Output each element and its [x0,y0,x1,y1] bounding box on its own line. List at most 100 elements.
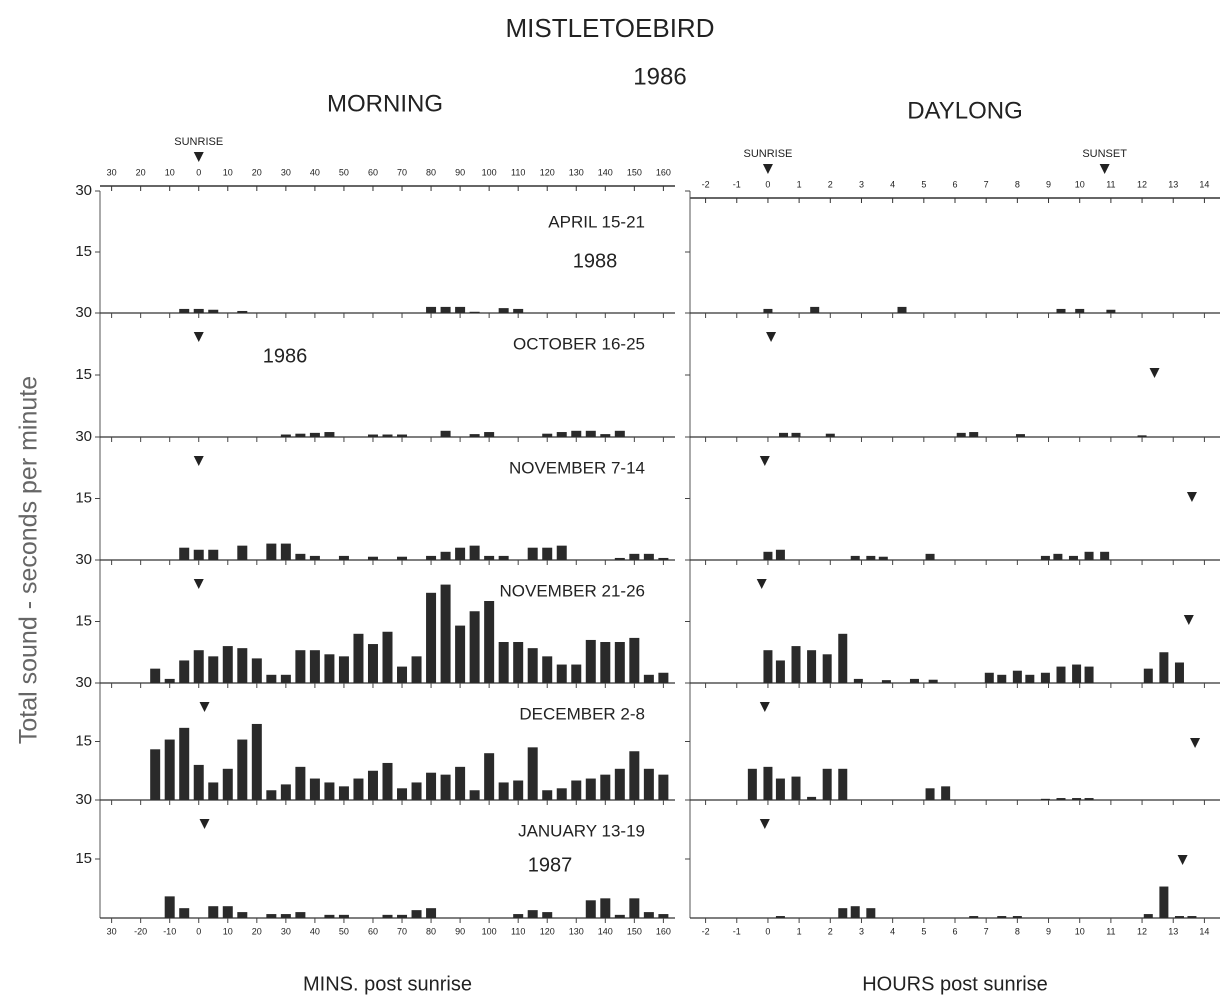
bar [193,549,204,560]
bar [1072,798,1082,800]
top-tick-label: 40 [310,167,320,177]
bar [440,551,451,560]
bar [498,642,509,683]
bar [822,654,832,683]
bar [956,432,966,437]
bar [779,432,789,437]
y-tick-label: 15 [75,612,92,629]
bar [309,778,320,800]
bar [382,914,393,918]
bar [643,768,654,800]
x-tick-label: 30 [281,926,291,936]
bar [1084,666,1094,683]
top-tick-label: 14 [1199,179,1209,189]
sunrise-marker [759,819,770,829]
bar [237,739,248,800]
x-tick-label: 5 [921,926,926,936]
bar [527,747,538,800]
bar [382,631,393,683]
bar [179,660,190,683]
bar [791,432,801,437]
bar [367,434,378,437]
bar [614,430,625,437]
marker-triangle [1099,164,1110,174]
y-tick-label: 15 [75,489,92,506]
bar [237,912,248,918]
bar [222,906,233,918]
bar [179,308,190,313]
bar [853,678,863,683]
bar [925,553,935,560]
bar [426,555,437,560]
bar [397,434,408,437]
bar [542,790,553,800]
bar [969,432,979,437]
bar [556,432,567,437]
bar [1015,434,1025,437]
bar [1068,555,1078,560]
x-tick-label: 3 [859,926,864,936]
bar [367,644,378,683]
bar [426,592,437,683]
bar [1100,551,1110,560]
bar [775,778,785,800]
bar [498,555,509,560]
bar [1174,916,1184,918]
bar [763,766,773,800]
bar [469,611,480,683]
bar [164,896,175,918]
bar [266,674,277,683]
bar [193,650,204,683]
bar [266,790,277,800]
marker-triangle [762,164,773,174]
bar [775,549,785,560]
x-tick-label: 14 [1199,926,1209,936]
bar [600,774,611,800]
bar [353,633,364,683]
bar [426,908,437,918]
bar [629,898,640,918]
x-tick-label: 6 [952,926,957,936]
panel-note: 1986 [263,345,308,367]
x-tick-label: 70 [397,926,407,936]
top-tick-label: 160 [656,167,671,177]
bar [251,658,262,683]
bar [266,543,277,560]
top-tick-label: 100 [482,167,497,177]
x-tick-label: 11 [1106,926,1115,936]
bar [338,555,349,560]
x-tick-label: 30 [107,926,117,936]
x-tick-label: 40 [310,926,320,936]
bar [440,306,451,313]
y-tick-label: 30 [75,428,92,445]
panel-label: DECEMBER 2-8 [519,704,645,723]
top-tick-label: 60 [368,167,378,177]
bar [179,908,190,918]
top-tick-label: 2 [828,179,833,189]
bar [810,306,820,313]
x-tick-label: 160 [656,926,671,936]
bar [208,549,219,560]
marker-triangle [193,152,204,162]
bar [440,430,451,437]
y-tick-label: 30 [75,182,92,199]
bar [629,553,640,560]
top-tick-label: 10 [1075,179,1085,189]
bar [763,650,773,683]
bar [266,914,277,918]
bar [397,914,408,918]
bar [237,310,248,313]
sunrise-marker [759,702,770,712]
x-tick-label: 10 [223,926,233,936]
top-tick-label: 0 [765,179,770,189]
bar [324,914,335,918]
top-tick-label: 11 [1106,179,1115,189]
panel-title: MORNING [327,90,443,117]
bar [658,672,669,683]
bar [775,660,785,683]
x-axis-label: MINS. post sunrise [303,973,472,995]
bar [941,786,951,800]
bar [997,674,1007,683]
bar [484,753,495,800]
